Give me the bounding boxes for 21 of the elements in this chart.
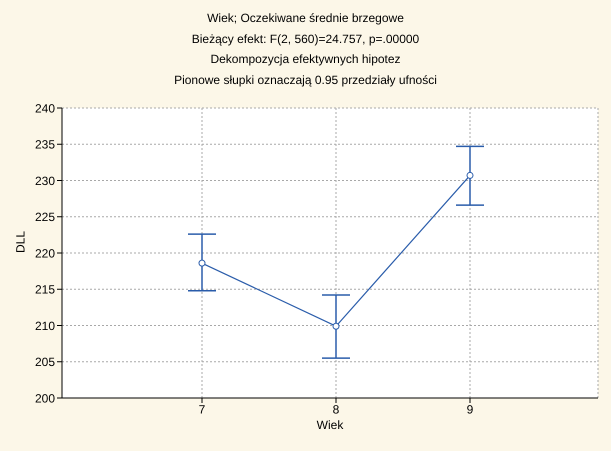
text: Dekompozycja efektywnych hipotez [209, 51, 402, 68]
y-tick-label: 205 [34, 355, 56, 370]
x-tick-label: 8 [332, 402, 340, 417]
y-tick-label: 220 [34, 246, 56, 260]
y-tick-label: 215 [34, 282, 56, 297]
point [466, 172, 474, 179]
chart-title: Wiek; Oczekiwane średnie brzegowe [206, 10, 405, 27]
x-tick-label: 7 [198, 402, 206, 417]
x-tick-label: 9 [466, 402, 474, 417]
point [198, 260, 206, 267]
y-tick-label: 240 [34, 101, 56, 116]
text: Pionowe słupki oznaczają 0.95 przedziały ufności [173, 72, 438, 88]
x-axis-title: Wiek [316, 418, 344, 432]
y-tick-label: 200 [34, 391, 56, 406]
y-tick-label: 225 [34, 210, 56, 224]
y-tick-label: 235 [34, 138, 56, 152]
chart-subtitle: Bieżący efekt: F(2, 560)=24.757, p=.00000 [190, 30, 420, 48]
point [332, 322, 340, 330]
y-tick-label: 210 [34, 318, 56, 333]
y-axis-title: DLL [13, 230, 28, 253]
y-tick-label: 230 [34, 174, 56, 188]
